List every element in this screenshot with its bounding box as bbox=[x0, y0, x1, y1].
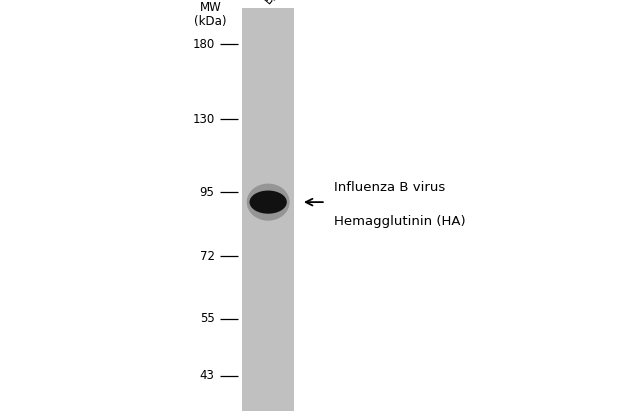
Ellipse shape bbox=[250, 191, 287, 214]
Ellipse shape bbox=[246, 184, 290, 221]
Text: Hemagglutinin (HA): Hemagglutinin (HA) bbox=[335, 215, 466, 228]
Text: 180: 180 bbox=[193, 38, 214, 51]
Text: 55: 55 bbox=[200, 312, 214, 325]
Bar bbox=[243, 8, 294, 411]
Text: MW
(kDa): MW (kDa) bbox=[195, 1, 227, 28]
Text: 130: 130 bbox=[193, 113, 214, 126]
Text: 95: 95 bbox=[200, 186, 214, 199]
Text: Influenza B virus: Influenza B virus bbox=[335, 181, 445, 194]
Text: 72: 72 bbox=[200, 250, 214, 263]
Text: A/New Cal/20/99 (H1N1)
B/Florida/02/06: A/New Cal/20/99 (H1N1) B/Florida/02/06 bbox=[249, 0, 364, 6]
Text: 43: 43 bbox=[200, 369, 214, 382]
